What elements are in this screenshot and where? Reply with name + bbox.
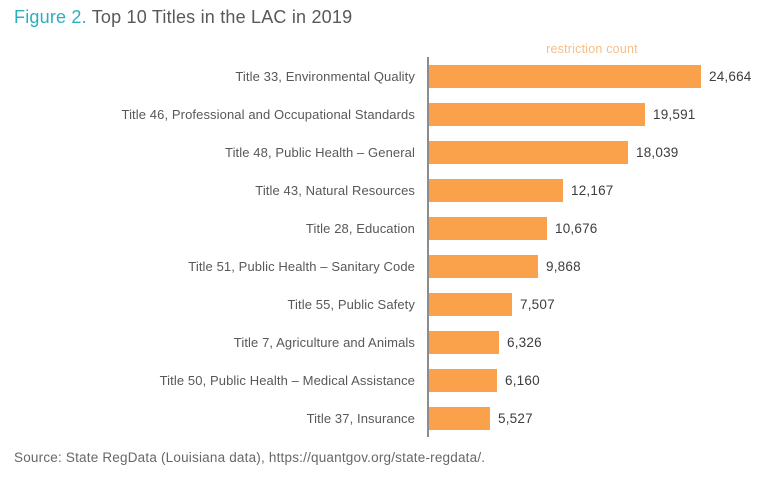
chart-row: Title 48, Public Health – General 18,039 bbox=[0, 133, 768, 171]
bar bbox=[429, 330, 499, 354]
category-label: Title 51, Public Health – Sanitary Code bbox=[188, 258, 415, 274]
chart-row: Title 33, Environmental Quality 24,664 bbox=[0, 57, 768, 95]
bar bbox=[429, 292, 512, 316]
category-label: Title 46, Professional and Occupational … bbox=[121, 106, 415, 122]
value-label: 5,527 bbox=[498, 410, 533, 426]
figure-title: Figure 2. Top 10 Titles in the LAC in 20… bbox=[14, 7, 352, 28]
bar-area: 6,160 bbox=[427, 361, 768, 399]
bar-area: 24,664 bbox=[427, 57, 768, 95]
chart-row: Title 55, Public Safety 7,507 bbox=[0, 285, 768, 323]
bar-area: 6,326 bbox=[427, 323, 768, 361]
bar bbox=[429, 140, 628, 164]
category-label: Title 33, Environmental Quality bbox=[235, 68, 415, 84]
value-label: 19,591 bbox=[653, 106, 696, 122]
chart-row: Title 37, Insurance 5,527 bbox=[0, 399, 768, 437]
value-label: 24,664 bbox=[709, 68, 752, 84]
category-label: Title 50, Public Health – Medical Assist… bbox=[159, 372, 415, 388]
category-label: Title 7, Agriculture and Animals bbox=[233, 334, 415, 350]
bar-area: 9,868 bbox=[427, 247, 768, 285]
category-label: Title 48, Public Health – General bbox=[225, 144, 415, 160]
x-axis-label: restriction count bbox=[546, 42, 638, 56]
bar bbox=[429, 406, 490, 430]
value-label: 18,039 bbox=[636, 144, 679, 160]
chart-row: Title 50, Public Health – Medical Assist… bbox=[0, 361, 768, 399]
bar-area: 12,167 bbox=[427, 171, 768, 209]
value-label: 6,160 bbox=[505, 372, 540, 388]
bar bbox=[429, 178, 563, 202]
bar bbox=[429, 102, 645, 126]
bar-chart: Title 33, Environmental Quality 24,664 Tit… bbox=[0, 57, 768, 437]
value-label: 6,326 bbox=[507, 334, 542, 350]
category-label: Title 37, Insurance bbox=[306, 410, 415, 426]
bar-area: 5,527 bbox=[427, 399, 768, 437]
value-label: 10,676 bbox=[555, 220, 598, 236]
source-note: Source: State RegData (Louisiana data), … bbox=[14, 450, 486, 465]
value-label: 12,167 bbox=[571, 182, 614, 198]
chart-row: Title 51, Public Health – Sanitary Code 9… bbox=[0, 247, 768, 285]
bar-area: 7,507 bbox=[427, 285, 768, 323]
bar-area: 10,676 bbox=[427, 209, 768, 247]
chart-row: Title 28, Education 10,676 bbox=[0, 209, 768, 247]
bar bbox=[429, 368, 497, 392]
chart-row: Title 43, Natural Resources 12,167 bbox=[0, 171, 768, 209]
category-label: Title 55, Public Safety bbox=[287, 296, 415, 312]
bar bbox=[429, 64, 701, 88]
figure-title-text: Top 10 Titles in the LAC in 2019 bbox=[86, 7, 353, 27]
bar-area: 18,039 bbox=[427, 133, 768, 171]
bar bbox=[429, 254, 538, 278]
chart-row: Title 7, Agriculture and Animals 6,326 bbox=[0, 323, 768, 361]
chart-row: Title 46, Professional and Occupational … bbox=[0, 95, 768, 133]
category-label: Title 28, Education bbox=[305, 220, 415, 236]
figure-number-label: Figure 2. bbox=[14, 7, 87, 27]
value-label: 9,868 bbox=[546, 258, 581, 274]
value-label: 7,507 bbox=[520, 296, 555, 312]
bar bbox=[429, 216, 547, 240]
bar-area: 19,591 bbox=[427, 95, 768, 133]
category-label: Title 43, Natural Resources bbox=[255, 182, 415, 198]
